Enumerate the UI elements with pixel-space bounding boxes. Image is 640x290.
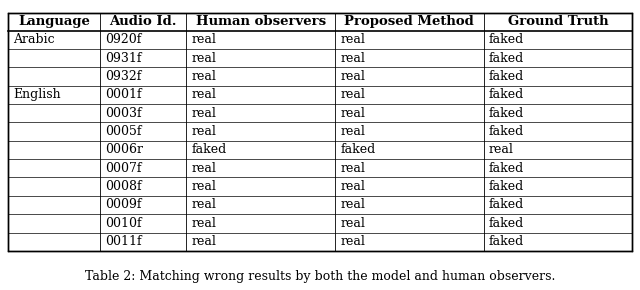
- Text: real: real: [191, 33, 216, 46]
- Text: Audio Id.: Audio Id.: [109, 15, 177, 28]
- Text: 0007f: 0007f: [105, 162, 141, 175]
- Text: real: real: [340, 217, 365, 230]
- Text: faked: faked: [489, 180, 524, 193]
- Text: 0001f: 0001f: [105, 88, 142, 102]
- Text: faked: faked: [340, 144, 376, 156]
- Text: real: real: [191, 107, 216, 120]
- Text: faked: faked: [489, 125, 524, 138]
- Text: real: real: [340, 235, 365, 248]
- Text: real: real: [191, 125, 216, 138]
- Text: faked: faked: [489, 235, 524, 248]
- Text: real: real: [340, 162, 365, 175]
- Text: Table 2: Matching wrong results by both the model and human observers.: Table 2: Matching wrong results by both …: [85, 271, 555, 283]
- Text: 0931f: 0931f: [105, 52, 141, 65]
- Text: faked: faked: [489, 217, 524, 230]
- Text: real: real: [191, 88, 216, 102]
- Text: real: real: [191, 235, 216, 248]
- Text: Language: Language: [18, 15, 90, 28]
- Text: faked: faked: [489, 198, 524, 211]
- Text: 0011f: 0011f: [105, 235, 142, 248]
- Text: Arabic: Arabic: [13, 33, 54, 46]
- Text: 0006r: 0006r: [105, 144, 143, 156]
- Text: faked: faked: [489, 88, 524, 102]
- Text: Ground Truth: Ground Truth: [508, 15, 608, 28]
- Text: Proposed Method: Proposed Method: [344, 15, 474, 28]
- Text: real: real: [340, 52, 365, 65]
- Text: 0010f: 0010f: [105, 217, 142, 230]
- Text: real: real: [191, 162, 216, 175]
- Text: faked: faked: [489, 33, 524, 46]
- Text: 0009f: 0009f: [105, 198, 141, 211]
- Text: faked: faked: [191, 144, 227, 156]
- Text: real: real: [340, 180, 365, 193]
- Text: 0008f: 0008f: [105, 180, 142, 193]
- Text: real: real: [340, 33, 365, 46]
- Text: real: real: [191, 52, 216, 65]
- Bar: [8, 13, 632, 251]
- Text: 0003f: 0003f: [105, 107, 142, 120]
- Text: real: real: [191, 70, 216, 83]
- Text: real: real: [340, 88, 365, 102]
- Text: real: real: [489, 144, 514, 156]
- Text: real: real: [191, 180, 216, 193]
- Text: real: real: [340, 70, 365, 83]
- Text: real: real: [191, 198, 216, 211]
- Text: real: real: [340, 125, 365, 138]
- Text: real: real: [191, 217, 216, 230]
- Text: 0932f: 0932f: [105, 70, 141, 83]
- Text: faked: faked: [489, 107, 524, 120]
- Text: English: English: [13, 88, 60, 102]
- Text: faked: faked: [489, 162, 524, 175]
- Text: real: real: [340, 107, 365, 120]
- Text: faked: faked: [489, 70, 524, 83]
- Text: real: real: [340, 198, 365, 211]
- Text: 0920f: 0920f: [105, 33, 141, 46]
- Text: Human observers: Human observers: [196, 15, 326, 28]
- Text: 0005f: 0005f: [105, 125, 141, 138]
- Text: faked: faked: [489, 52, 524, 65]
